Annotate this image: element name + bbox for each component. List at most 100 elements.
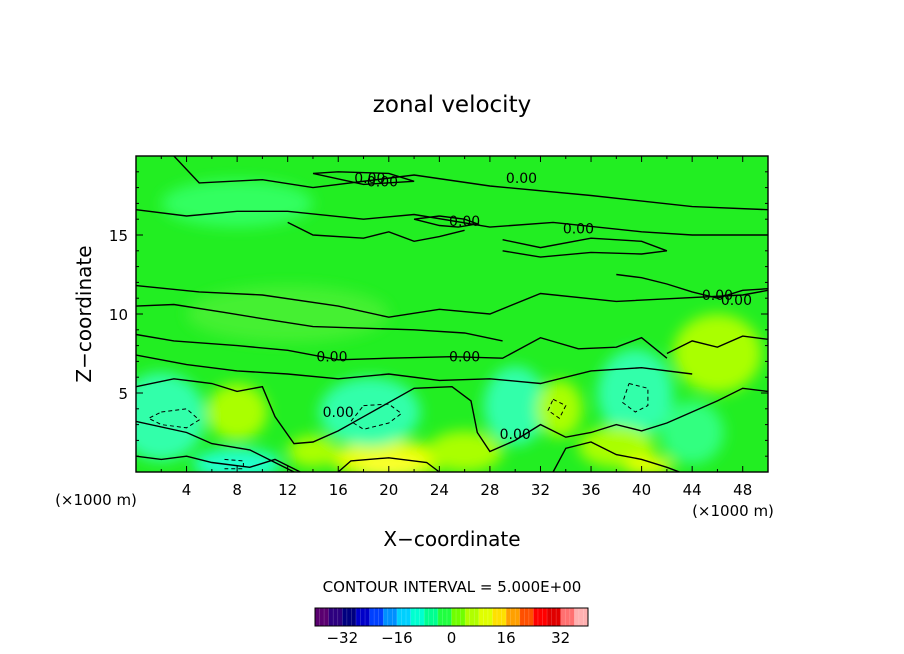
colorbar: −32 −16 0 16 32: [314, 607, 589, 647]
x-tick-label: 24: [430, 481, 449, 499]
x-axis-label: X−coordinate: [383, 527, 520, 551]
x-tick-label: 4: [182, 481, 192, 499]
colorbar-swatch: [328, 608, 343, 626]
x-unit-right: (×1000 m): [692, 502, 774, 520]
contour-label: 0.00: [721, 293, 752, 309]
y-tick-label: 10: [109, 306, 128, 324]
colorbar-tick-label: 32: [551, 629, 570, 647]
colorbar-tick-label: −32: [326, 629, 358, 647]
field-region: [483, 366, 547, 446]
colorbar-tick-label: 0: [447, 629, 457, 647]
colorbar-swatch: [519, 608, 534, 626]
colorbar-frame: [314, 607, 589, 627]
contour-label: 0.00: [563, 222, 594, 238]
y-axis-label: Z−coordinate: [72, 245, 96, 382]
field-region: [287, 435, 339, 468]
contour-line: [136, 354, 693, 385]
field-region: [536, 380, 583, 438]
contour-line: [136, 303, 503, 342]
plot-area: 0.00 0.000.00 0.000.000.000.00 0.000.000.00…: [136, 156, 768, 472]
contour-line-negative: [147, 408, 201, 429]
contour-line: [287, 221, 465, 243]
colorbar-tick-label: 16: [497, 629, 516, 647]
colorbar-swatch: [383, 608, 398, 626]
contour-line-negative: [224, 458, 244, 470]
contour-line: [136, 284, 768, 318]
x-tick-label: 44: [683, 481, 702, 499]
x-tick-label: 12: [278, 481, 297, 499]
colorbar-swatch: [424, 608, 439, 626]
x-tick-label: 32: [531, 481, 550, 499]
contour-line: [136, 378, 768, 453]
colorbar-swatch: [533, 608, 548, 626]
contour-line: [136, 333, 668, 361]
y-tick-label: 5: [118, 385, 128, 403]
y-axis: 5 10 15: [109, 171, 768, 457]
colorbar-swatch: [547, 608, 562, 626]
contour-line: [337, 457, 440, 472]
colorbar-swatch: [369, 608, 384, 626]
contour-line-negative: [547, 398, 567, 420]
colorbar-tick-label: −16: [381, 629, 413, 647]
contour-line: [552, 441, 680, 472]
field-region: [622, 456, 674, 472]
colorbar-swatch: [342, 608, 357, 626]
x-tick-label: 16: [329, 481, 348, 499]
contour-label: 0.00: [316, 350, 347, 366]
contour-label: 0.00: [500, 427, 531, 443]
contour-lines: [136, 156, 768, 472]
colorbar-swatch: [492, 608, 507, 626]
colorbar-swatch: [451, 608, 466, 626]
field-region: [206, 383, 268, 441]
colorbar-swatch: [437, 608, 452, 626]
colorbar-swatch: [396, 608, 412, 626]
x-tick-label: 40: [632, 481, 651, 499]
velocity-field: [136, 179, 762, 472]
contour-line-negative: [350, 403, 403, 430]
contour-line: [136, 209, 768, 236]
field-region: [186, 285, 389, 343]
colorbar-swatch: [465, 608, 480, 626]
contour-line: [616, 273, 768, 299]
field-region: [192, 448, 282, 472]
contour-line: [502, 237, 668, 258]
contour-line: [173, 156, 768, 211]
contour-label: 0.00: [367, 174, 398, 190]
contour-labels: 0.00 0.000.00 0.000.000.000.00 0.000.000.00…: [316, 171, 752, 443]
x-tick-label: 20: [379, 481, 398, 499]
x-unit-left: (×1000 m): [55, 491, 137, 509]
field-region: [660, 400, 724, 465]
colorbar-swatch: [560, 608, 575, 626]
x-tick-label: 48: [733, 481, 752, 499]
colorbar-swatch: [506, 608, 521, 626]
field-region: [357, 457, 421, 472]
x-tick-label: 36: [581, 481, 600, 499]
colorbar-swatch: [574, 608, 589, 626]
field-region: [319, 377, 421, 447]
field-region: [673, 314, 762, 393]
contour-interval-text: CONTOUR INTERVAL = 5.000E+00: [323, 578, 582, 596]
field-region: [136, 372, 206, 461]
y-tick-label: 15: [109, 227, 128, 245]
chart-title: zonal velocity: [373, 92, 531, 118]
colorbar-swatch: [410, 608, 425, 626]
colorbar-swatch: [478, 608, 493, 626]
contour-label: 0.00: [323, 405, 354, 421]
field-region: [161, 179, 313, 228]
colorbar-swatch: [355, 608, 371, 626]
contour-label: 0.00: [506, 171, 537, 187]
contour-label: 0.00: [449, 214, 480, 230]
contour-label: 0.00: [449, 350, 480, 366]
contour-label: 0.00: [354, 171, 385, 187]
x-axis: 4 8 12 16 20 24 28 32 36 40 44 48: [160, 156, 752, 499]
contour-line-negative: [622, 383, 649, 413]
contour-line: [413, 215, 481, 228]
contour-line: [136, 420, 295, 472]
contour-line: [136, 455, 301, 472]
x-tick-label: 8: [232, 481, 242, 499]
contour-line: [312, 171, 415, 186]
x-tick-label: 28: [480, 481, 499, 499]
colorbar-swatch: [315, 608, 330, 626]
contour-line: [666, 335, 768, 355]
